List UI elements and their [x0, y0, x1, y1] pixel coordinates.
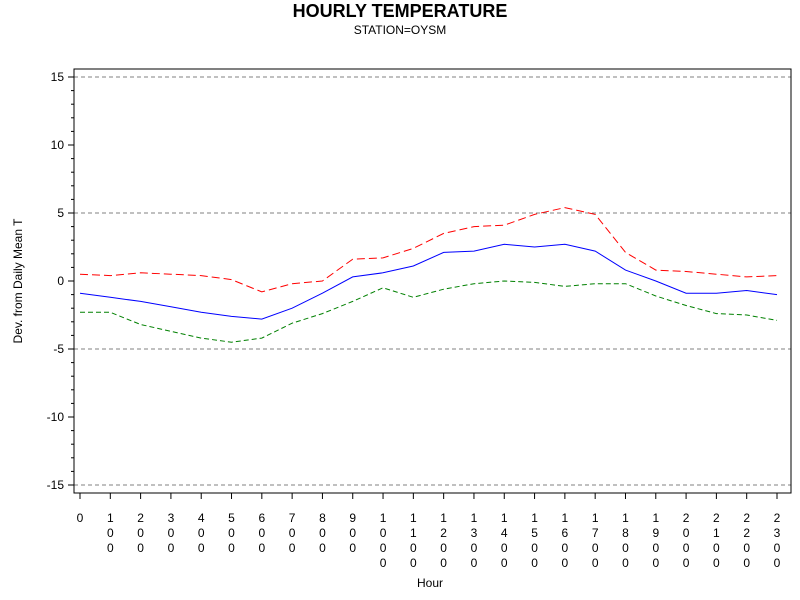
reference-lines [74, 76, 791, 486]
y-tick-label: -10 [47, 410, 65, 424]
series-line-2 [79, 243, 778, 320]
chart-subtitle: STATION=OYSM [353, 23, 447, 37]
series-layer [79, 207, 778, 343]
x-tick-label: 0 [77, 511, 84, 525]
y-tick-label: 5 [57, 206, 64, 220]
x-axis: 0 1 0 0 2 0 0 3 0 0 4 0 0 5 0 0 6 0 0 7 0 0 8 0 0 9 0 0 1 0 0 0 1 1 0 0 1 2 0 0… [77, 493, 781, 570]
y-tick-label: -5 [53, 342, 64, 356]
plot-frame [73, 68, 792, 494]
y-axis: 15 10 5 0 -5 -10 -15 [47, 70, 74, 492]
y-tick-label: 0 [57, 274, 64, 288]
series-line-1 [79, 207, 778, 293]
y-axis-label: Dev. from Daily Mean T [11, 218, 25, 344]
series-line-3 [80, 280, 778, 343]
x-axis-label: Hour [417, 576, 443, 590]
y-tick-label: 10 [51, 138, 65, 152]
y-tick-label: -15 [47, 478, 65, 492]
chart-title: HOURLY TEMPERATURE [292, 1, 508, 21]
y-tick-label: 15 [51, 70, 65, 84]
